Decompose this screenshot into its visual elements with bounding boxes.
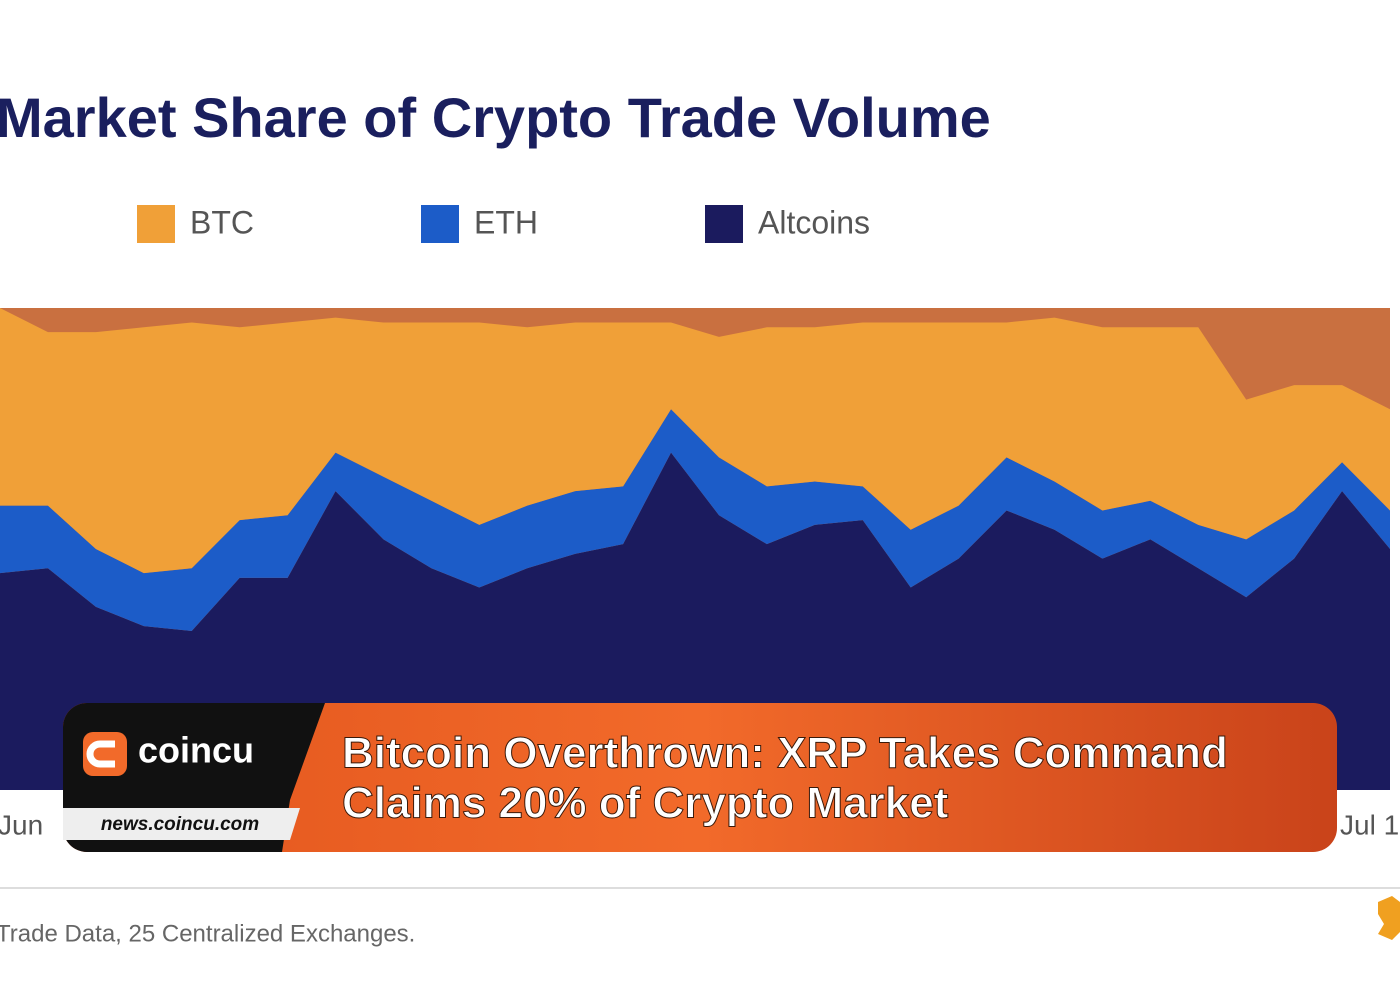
headline: Claims 20% of Crypto Market (342, 779, 949, 828)
legend-swatch (705, 205, 743, 243)
x-tick-label: Jul 1 (1340, 809, 1399, 840)
area (0, 308, 1390, 574)
chart-title: Market Share of Crypto Trade Volume (0, 86, 991, 149)
legend-swatch (421, 205, 459, 243)
x-tick-label: Jun (0, 809, 43, 840)
brand-icon-glyph (86, 740, 115, 768)
banner: coincu news.coincu.com Bitcoin Overthrow… (63, 703, 1337, 852)
area (0, 409, 1390, 631)
legend-swatch (137, 205, 175, 243)
source-note: Trade Data, 25 Centralized Exchanges. (0, 920, 415, 947)
logo-mark (1378, 896, 1400, 940)
site-url: news.coincu.com (101, 814, 259, 835)
banner-background (63, 703, 1337, 852)
legend-label: ETH (474, 204, 538, 240)
site-strip (63, 808, 300, 840)
legend-label: Altcoins (758, 204, 870, 240)
legend-label: BTC (190, 204, 254, 240)
legend: BTC ETH Altcoins (137, 204, 870, 243)
brand-name: coincu (138, 730, 254, 771)
headline: Bitcoin Overthrown: XRP Takes Command (342, 729, 1228, 778)
